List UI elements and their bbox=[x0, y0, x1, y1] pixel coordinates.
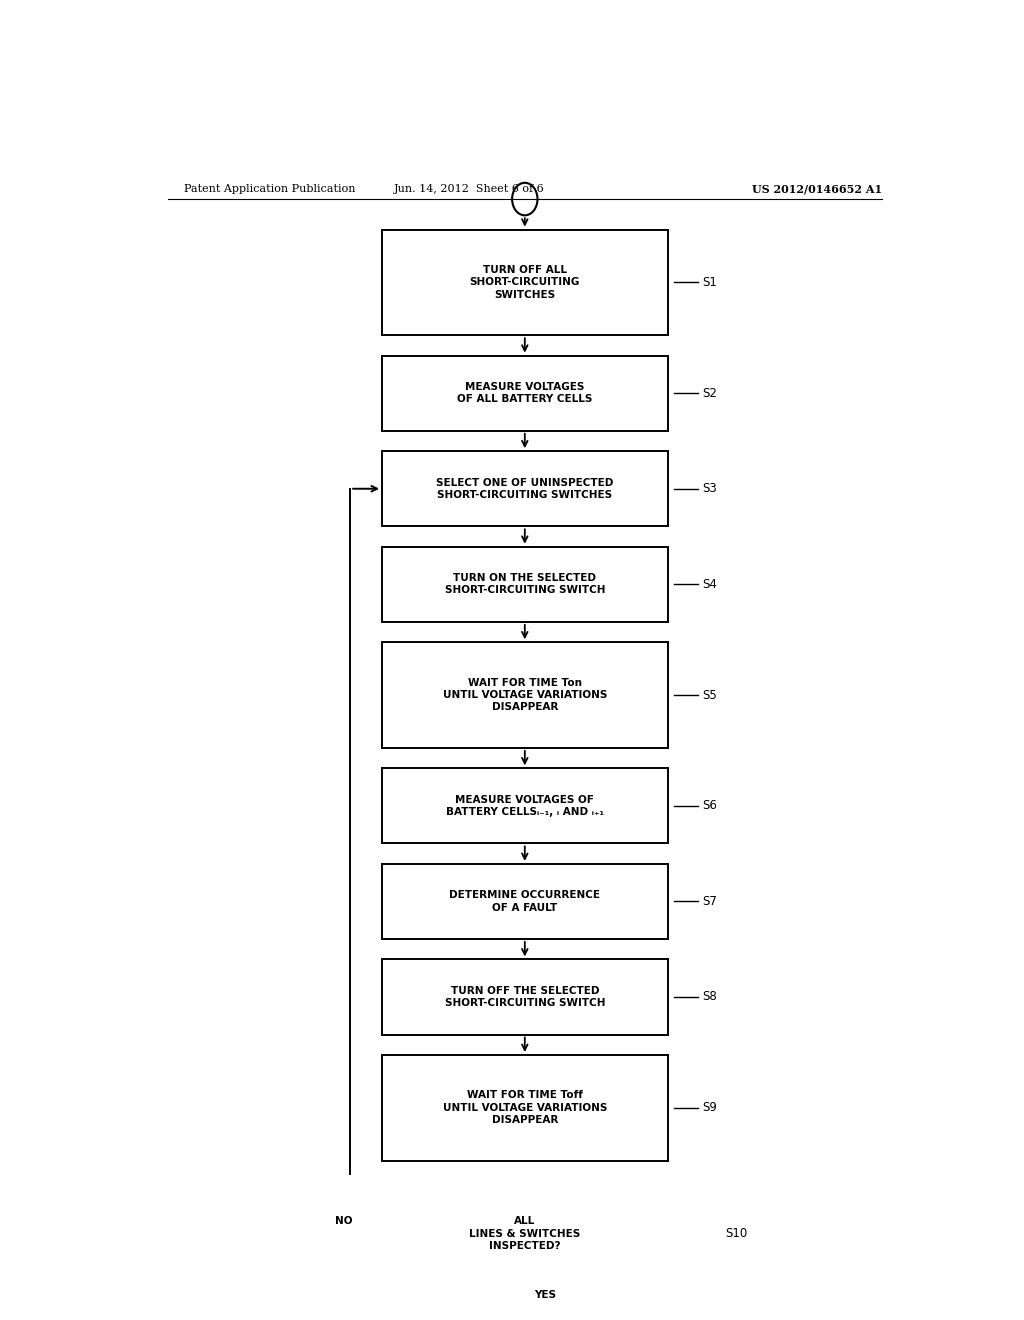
Text: Patent Application Publication: Patent Application Publication bbox=[183, 183, 355, 194]
Bar bbox=[382, 1055, 668, 1160]
Text: TURN ON THE SELECTED
SHORT-CIRCUITING SWITCH: TURN ON THE SELECTED SHORT-CIRCUITING SW… bbox=[444, 573, 605, 595]
Bar bbox=[382, 960, 668, 1035]
Text: US 2012/0146652 A1: US 2012/0146652 A1 bbox=[752, 183, 882, 195]
Text: S1: S1 bbox=[702, 276, 718, 289]
Text: NO: NO bbox=[335, 1216, 352, 1225]
Text: YES: YES bbox=[535, 1290, 556, 1300]
Text: MEASURE VOLTAGES
OF ALL BATTERY CELLS: MEASURE VOLTAGES OF ALL BATTERY CELLS bbox=[457, 381, 593, 404]
Text: S8: S8 bbox=[702, 990, 718, 1003]
Text: SELECT ONE OF UNINSPECTED
SHORT-CIRCUITING SWITCHES: SELECT ONE OF UNINSPECTED SHORT-CIRCUITI… bbox=[436, 478, 613, 500]
Text: S7: S7 bbox=[702, 895, 718, 908]
Text: S4: S4 bbox=[702, 578, 718, 591]
Text: WAIT FOR TIME Ton
UNTIL VOLTAGE VARIATIONS
DISAPPEAR: WAIT FOR TIME Ton UNTIL VOLTAGE VARIATIO… bbox=[442, 677, 607, 713]
Bar bbox=[382, 355, 668, 430]
Bar bbox=[382, 643, 668, 748]
Text: S2: S2 bbox=[702, 387, 718, 400]
Bar bbox=[382, 546, 668, 622]
Text: TURN OFF ALL
SHORT-CIRCUITING
SWITCHES: TURN OFF ALL SHORT-CIRCUITING SWITCHES bbox=[470, 265, 580, 300]
Text: WAIT FOR TIME Toff
UNTIL VOLTAGE VARIATIONS
DISAPPEAR: WAIT FOR TIME Toff UNTIL VOLTAGE VARIATI… bbox=[442, 1090, 607, 1125]
Text: S9: S9 bbox=[702, 1101, 718, 1114]
Text: S10: S10 bbox=[725, 1228, 748, 1241]
Bar bbox=[382, 230, 668, 335]
Text: S3: S3 bbox=[702, 482, 718, 495]
Text: TURN OFF THE SELECTED
SHORT-CIRCUITING SWITCH: TURN OFF THE SELECTED SHORT-CIRCUITING S… bbox=[444, 986, 605, 1008]
Bar bbox=[382, 768, 668, 843]
Bar bbox=[382, 863, 668, 939]
Polygon shape bbox=[359, 1181, 690, 1287]
Text: S6: S6 bbox=[702, 800, 718, 812]
Text: S5: S5 bbox=[702, 689, 718, 701]
Text: MEASURE VOLTAGES OF
BATTERY CELLSᵢ₋₁, ᵢ AND ᵢ₊₁: MEASURE VOLTAGES OF BATTERY CELLSᵢ₋₁, ᵢ … bbox=[445, 795, 604, 817]
Text: Jun. 14, 2012  Sheet 6 of 6: Jun. 14, 2012 Sheet 6 of 6 bbox=[394, 183, 545, 194]
Bar bbox=[382, 451, 668, 527]
Text: DETERMINE OCCURRENCE
OF A FAULT: DETERMINE OCCURRENCE OF A FAULT bbox=[450, 890, 600, 912]
Text: ALL
LINES & SWITCHES
INSPECTED?: ALL LINES & SWITCHES INSPECTED? bbox=[469, 1216, 581, 1251]
